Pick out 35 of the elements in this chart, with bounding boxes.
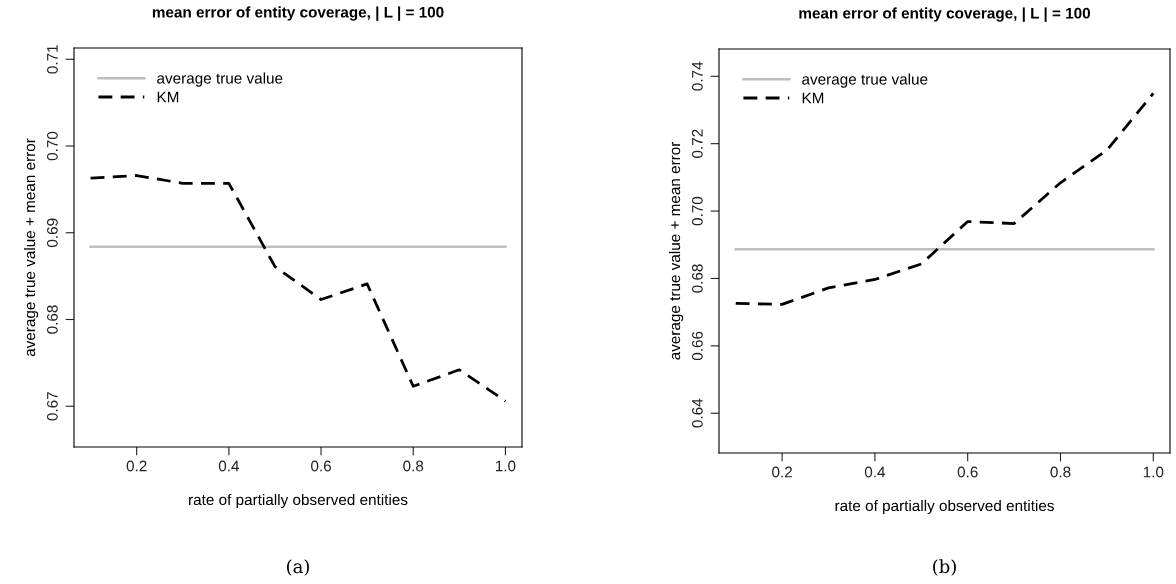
text: (b)	[933, 559, 956, 576]
x-tick-label: 0.8	[1050, 466, 1071, 478]
text: (a)	[287, 559, 309, 576]
x-axis-title: rate of partially observed entities	[835, 499, 1054, 515]
chart-title: mean error of entity coverage, | L | = 100	[152, 6, 444, 21]
legend-label: average true value	[157, 72, 283, 87]
y-tick-label: 0.70	[46, 131, 58, 161]
x-tick-label: 1.0	[1143, 466, 1164, 478]
y-tick-label: 0.68	[691, 264, 703, 293]
y-axis-title: average true value + mean error	[23, 138, 39, 357]
y-tick-label: 0.72	[691, 129, 703, 158]
y-tick-label: 0.68	[46, 305, 58, 334]
y-axis-title: average true value + mean error	[668, 141, 684, 360]
y-tick-label: 0.67	[46, 392, 58, 421]
legend-label: average true value	[802, 73, 928, 88]
x-tick-label: 0.6	[957, 466, 978, 478]
x-tick-label: 0.2	[772, 466, 792, 478]
y-tick-label: 0.74	[691, 61, 703, 91]
y-tick-label: 0.66	[691, 331, 703, 361]
line-series	[89, 174, 507, 403]
y-tick-label: 0.70	[691, 196, 703, 226]
x-tick-label: 0.4	[864, 466, 886, 478]
x-tick-label: 1.0	[495, 460, 516, 472]
y-tick-label: 0.69	[46, 218, 58, 248]
x-tick-label: 0.6	[311, 460, 331, 472]
x-tick-label: 0.8	[403, 460, 424, 472]
x-tick-label: 0.4	[218, 460, 240, 472]
line-series	[734, 92, 1155, 306]
x-tick-label: 0.2	[126, 460, 147, 472]
y-tick-label: 0.64	[691, 398, 703, 428]
y-tick-label: 0.71	[46, 45, 58, 74]
legend-label: KM	[157, 91, 179, 103]
x-axis-title: rate of partially observed entities	[189, 493, 408, 509]
chart-title: mean error of entity coverage, | L | = 100	[799, 7, 1091, 22]
legend-label: KM	[802, 92, 824, 104]
